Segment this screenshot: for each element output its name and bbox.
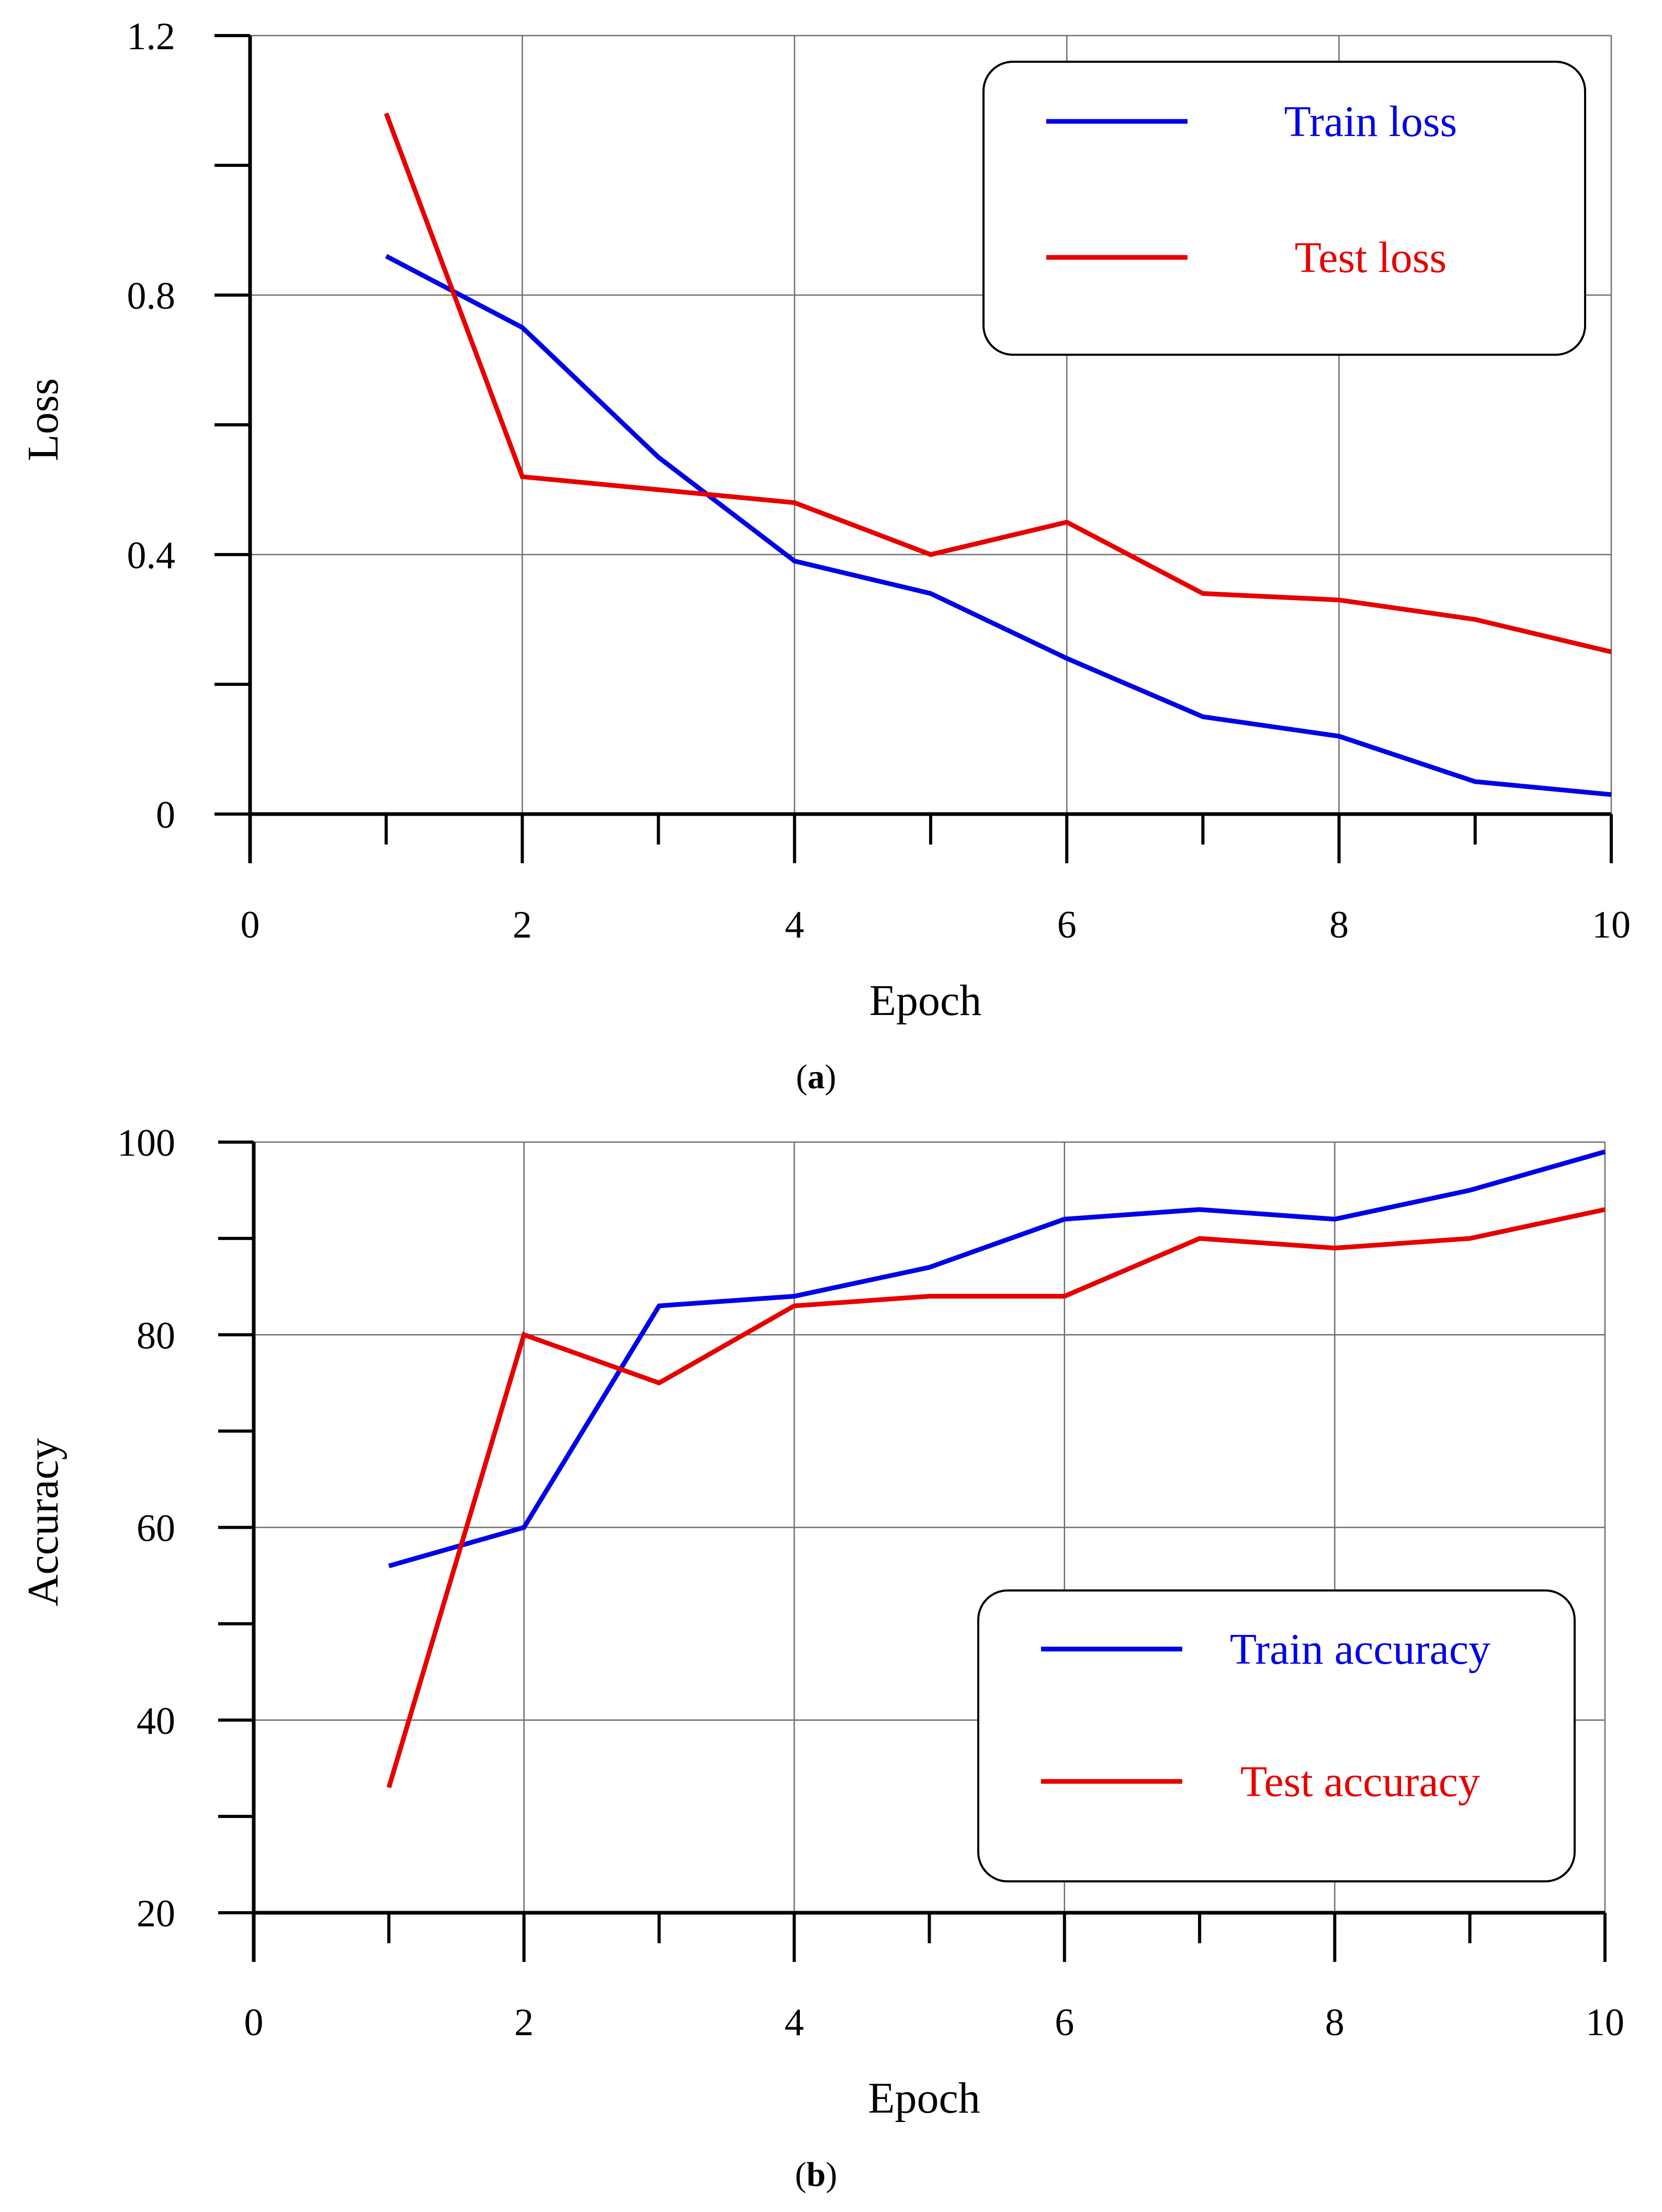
x-tick-label: 2 <box>514 2001 534 2044</box>
y-axis-title: Loss <box>19 378 67 461</box>
x-tick-label: 4 <box>785 904 804 946</box>
x-tick-label: 10 <box>1592 904 1631 946</box>
legend-box <box>977 1589 1576 1882</box>
y-tick-label: 0.4 <box>127 534 176 577</box>
x-tick-label: 10 <box>1586 2001 1624 2044</box>
x-tick-label: 6 <box>1055 2001 1074 2044</box>
series-line-train-loss <box>385 254 1612 797</box>
caption-letter: a <box>808 1058 825 1096</box>
series-line-train-accuracy <box>388 1149 1606 1568</box>
x-tick-label: 0 <box>244 2001 264 2044</box>
caption-close-paren: ) <box>825 1058 836 1096</box>
panel-caption: (b) <box>795 2155 838 2194</box>
panel-caption: (a) <box>796 1058 836 1096</box>
legend-label-test-accuracy: Test accuracy <box>1240 1757 1480 1806</box>
y-tick-label: 1.2 <box>127 15 176 58</box>
caption-open-paren: ( <box>795 2155 807 2194</box>
caption-letter: b <box>807 2155 826 2194</box>
x-axis-title: Epoch <box>868 2074 980 2123</box>
series-line-test-accuracy <box>386 1207 1606 1788</box>
legend-box <box>982 61 1586 356</box>
x-tick-label: 2 <box>513 904 532 946</box>
y-tick-label: 80 <box>137 1314 175 1357</box>
y-tick-label: 0 <box>156 794 175 837</box>
series-line-test-loss <box>383 112 1612 654</box>
y-tick-label: 0.8 <box>127 275 176 318</box>
x-tick-label: 8 <box>1325 2001 1344 2044</box>
y-axis-title: Accuracy <box>19 1438 67 1607</box>
legend-label-test-loss: Test loss <box>1295 233 1446 282</box>
chart-panel-a: 0 2 4 6 8 10 0 0.4 0.8 1.2 Epoch Loss Train loss Test… <box>19 15 1631 1096</box>
x-tick-label: 0 <box>241 904 260 946</box>
y-tick-label: 40 <box>137 1700 175 1743</box>
y-tick-label: 100 <box>117 1122 175 1165</box>
x-tick-label: 8 <box>1329 904 1349 946</box>
caption-open-paren: ( <box>796 1058 808 1096</box>
y-tick-label: 20 <box>137 1892 175 1935</box>
x-axis-title: Epoch <box>869 976 982 1025</box>
chart-panel-b: 0 2 4 6 8 10 20 40 60 80 100 Epoch Accuracy Train acc… <box>19 1122 1624 2194</box>
legend-label-train-loss: Train loss <box>1284 97 1457 146</box>
caption-close-paren: ) <box>826 2155 837 2194</box>
x-tick-label: 4 <box>785 2001 804 2044</box>
y-tick-label: 60 <box>137 1507 175 1550</box>
legend-label-train-accuracy: Train accuracy <box>1230 1625 1490 1674</box>
x-tick-label: 6 <box>1057 904 1077 946</box>
